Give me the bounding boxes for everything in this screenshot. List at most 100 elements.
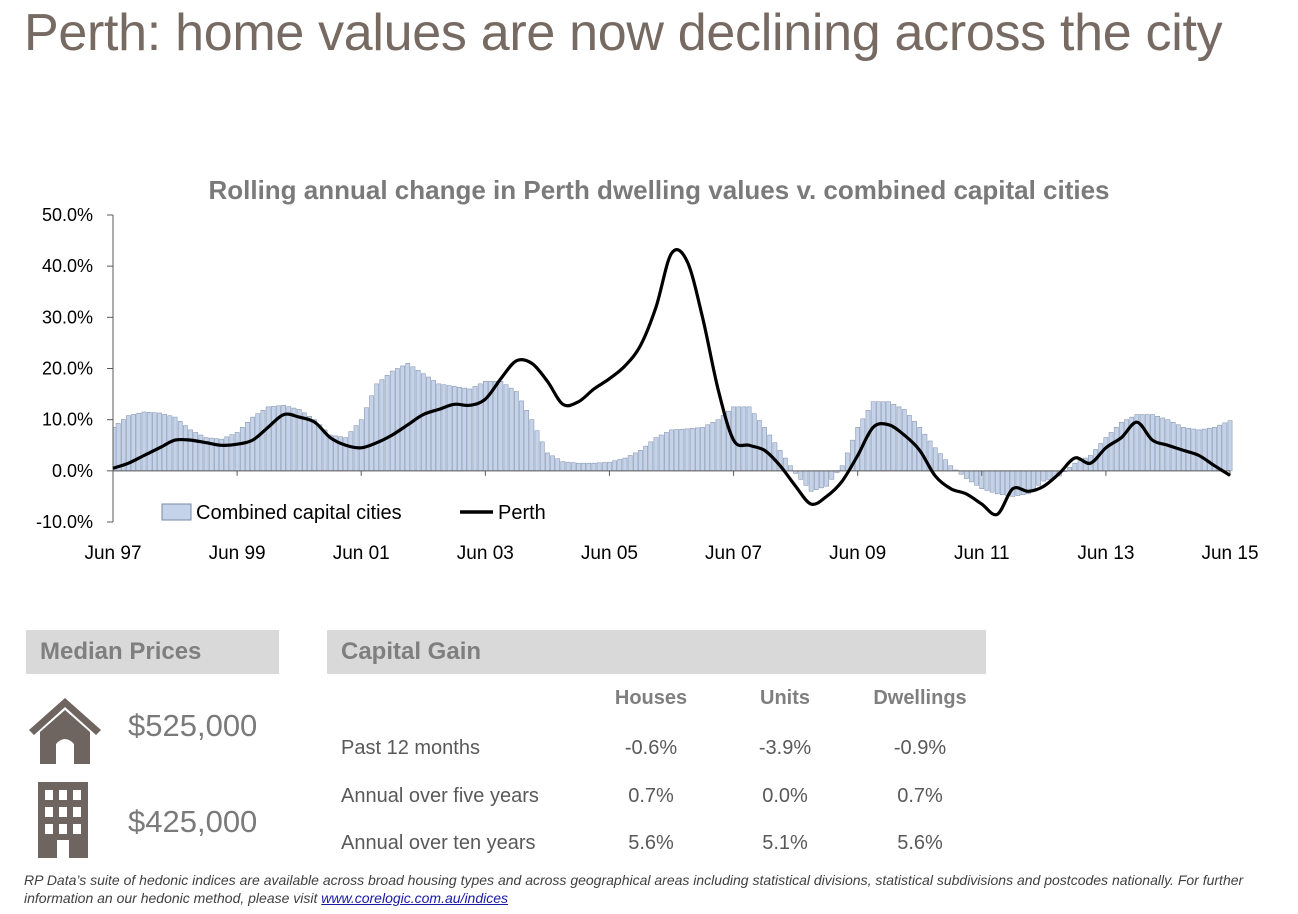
bar-combined-capital	[250, 416, 255, 472]
bar-combined-capital	[870, 401, 876, 472]
bar-combined-capital	[451, 386, 457, 472]
bar-combined-capital	[855, 427, 861, 472]
bar-combined-capital	[462, 387, 467, 472]
y-tick-label: 30.0%	[42, 307, 93, 327]
column-header-dwellings: Dwellings	[873, 687, 967, 709]
bar-combined-capital	[270, 406, 276, 472]
bar-combined-capital	[157, 412, 162, 472]
bar-combined-capital	[658, 434, 664, 472]
bar-combined-capital	[286, 406, 292, 472]
y-tick-label: 50.0%	[42, 205, 93, 225]
bar-combined-capital	[245, 421, 250, 472]
bar-combined-capital	[720, 415, 726, 472]
bar-combined-capital	[1227, 420, 1233, 472]
bar-combined-capital	[265, 406, 271, 472]
y-tick-label: 0.0%	[52, 461, 93, 481]
x-tick-label: Jun 99	[209, 543, 266, 564]
bar-combined-capital	[1144, 414, 1150, 472]
bar-combined-capital	[534, 430, 540, 472]
bar-combined-capital	[193, 432, 199, 472]
bar-combined-capital	[824, 470, 829, 487]
bar-combined-capital	[994, 470, 1000, 495]
cell-dwellings-10y: 5.6%	[897, 832, 943, 854]
bar-combined-capital	[482, 381, 488, 472]
bar-combined-capital	[891, 404, 897, 472]
bar-combined-capital	[1119, 421, 1124, 472]
bar-combined-capital	[514, 391, 519, 472]
bar-combined-capital	[607, 461, 612, 472]
bar-combined-capital	[136, 412, 142, 472]
x-tick-label: Jun 03	[457, 543, 514, 564]
bar-combined-capital	[508, 387, 514, 472]
bar-combined-capital	[539, 441, 545, 472]
bar-combined-capital	[591, 462, 597, 472]
bar-combined-capital	[1191, 428, 1197, 472]
series-line-perth	[112, 248, 1231, 517]
bar-combined-capital	[503, 384, 509, 472]
bars-layer	[112, 363, 1233, 497]
row-label-ten-years: Annual over ten years	[341, 832, 536, 854]
bar-combined-capital	[1000, 470, 1005, 495]
bar-combined-capital	[498, 381, 504, 472]
bar-combined-capital	[1108, 432, 1114, 472]
bar-combined-capital	[234, 432, 240, 472]
x-tick-label: Jun 07	[705, 543, 762, 564]
bar-combined-capital	[229, 434, 235, 472]
chart-title: Rolling annual change in Perth dwelling …	[208, 175, 1109, 205]
house-median-price: $525,000	[128, 708, 258, 743]
bar-combined-capital	[622, 457, 628, 472]
bar-combined-capital	[441, 384, 447, 472]
bar-combined-capital	[1072, 462, 1078, 472]
bar-combined-capital	[679, 428, 685, 472]
bar-combined-capital	[969, 470, 974, 483]
y-tick-label: 20.0%	[42, 359, 93, 379]
bar-combined-capital	[617, 459, 623, 472]
bar-combined-capital	[839, 465, 845, 472]
bar-combined-capital	[689, 428, 695, 472]
cell-houses-5y: 0.7%	[628, 785, 674, 807]
x-tick-label: Jun 13	[1077, 543, 1134, 564]
house-icon	[29, 698, 101, 764]
column-header-units: Units	[760, 687, 810, 709]
bar-combined-capital	[632, 452, 638, 472]
bar-combined-capital	[715, 419, 721, 472]
bar-combined-capital	[896, 406, 902, 472]
cell-units-12m: -3.9%	[758, 737, 812, 759]
bar-combined-capital	[172, 416, 178, 472]
bar-combined-capital	[601, 462, 607, 472]
bar-combined-capital	[788, 465, 793, 472]
bar-combined-capital	[436, 383, 442, 472]
bar-combined-capital	[369, 395, 374, 472]
bar-combined-capital	[302, 412, 307, 472]
bar-combined-capital	[384, 375, 390, 472]
bar-combined-capital	[1196, 429, 1202, 472]
bar-combined-capital	[152, 412, 157, 472]
bar-combined-capital	[431, 380, 436, 472]
bar-combined-capital	[669, 429, 674, 472]
bar-combined-capital	[477, 383, 483, 472]
bar-combined-capital	[627, 455, 633, 472]
bar-combined-capital	[819, 470, 824, 489]
bar-combined-capital	[943, 459, 948, 472]
bar-combined-capital	[922, 433, 928, 472]
bar-combined-capital	[550, 455, 555, 472]
bar-combined-capital	[798, 470, 804, 480]
bar-combined-capital	[1067, 467, 1073, 472]
bar-combined-capital	[695, 427, 700, 472]
bar-combined-capital	[343, 437, 349, 472]
bar-combined-capital	[684, 428, 690, 472]
bar-combined-capital	[813, 470, 819, 490]
bar-combined-capital	[648, 441, 654, 472]
cell-units-5y: 0.0%	[762, 785, 808, 807]
bar-combined-capital	[1077, 460, 1083, 472]
footnote: RP Data’s suite of hedonic indices are a…	[24, 871, 1286, 907]
cell-units-10y: 5.1%	[762, 832, 808, 854]
bar-combined-capital	[938, 453, 943, 472]
cell-dwellings-5y: 0.7%	[897, 785, 943, 807]
corelogic-indices-link[interactable]: www.corelogic.com.au/indices	[321, 890, 509, 906]
bar-combined-capital	[115, 423, 121, 472]
bar-combined-capital	[555, 458, 561, 472]
cell-houses-12m: -0.6%	[624, 737, 678, 759]
bar-combined-capital	[529, 419, 535, 472]
bar-combined-capital	[260, 410, 266, 472]
